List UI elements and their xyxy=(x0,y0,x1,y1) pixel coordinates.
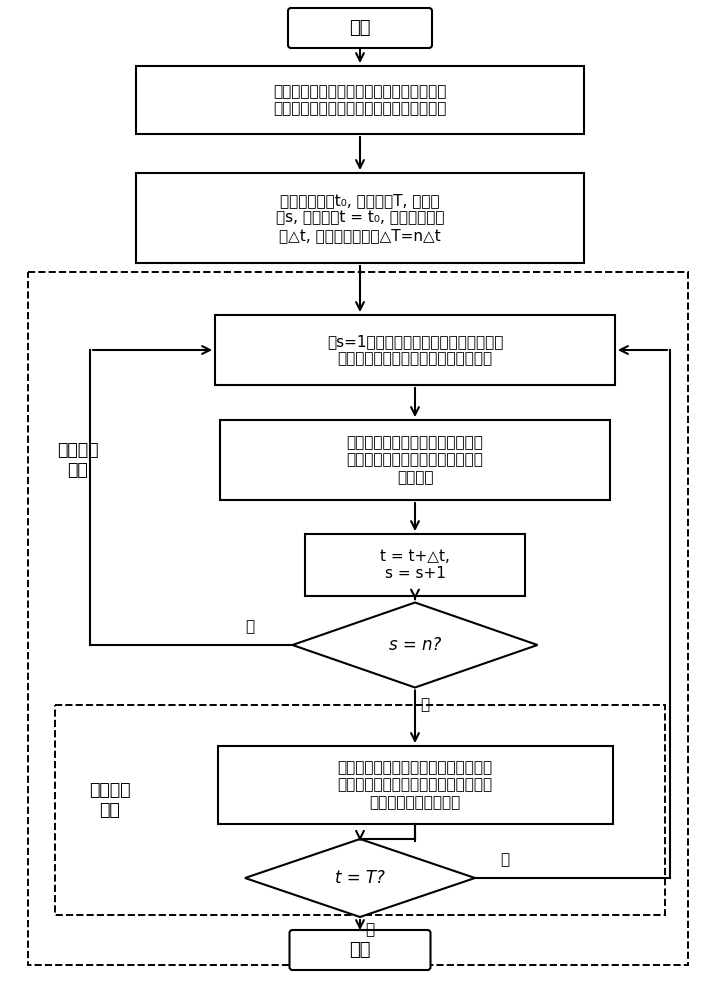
Text: s = n?: s = n? xyxy=(389,636,441,654)
Bar xyxy=(55,705,665,915)
Bar xyxy=(136,66,584,134)
Polygon shape xyxy=(245,839,475,917)
Text: 否: 否 xyxy=(420,698,430,712)
Text: t = T?: t = T? xyxy=(335,869,385,887)
Text: 滚动优化
阶段: 滚动优化 阶段 xyxy=(58,441,99,479)
Polygon shape xyxy=(292,602,538,688)
Text: t = t+△t,
s = s+1: t = t+△t, s = s+1 xyxy=(380,549,450,581)
Text: 令s=1，更新预测域信息，根据分布式电
源出力对电压灵敏度分析进行网络分区: 令s=1，更新预测域信息，根据分布式电 源出力对电压灵敏度分析进行网络分区 xyxy=(327,334,503,366)
Bar xyxy=(28,272,688,965)
Text: 实时运行
阶段: 实时运行 阶段 xyxy=(89,781,131,819)
Text: 输入线路参数、网络拓扑结构，负荷与分布
式电源接入位置、类型和容量等参数及初值: 输入线路参数、网络拓扑结构，负荷与分布 式电源接入位置、类型和容量等参数及初值 xyxy=(274,84,446,116)
Text: 更新控制域信息，在控制域内基于
区间协调整定分布式电源就地控制
曲线参数: 更新控制域信息，在控制域内基于 区间协调整定分布式电源就地控制 曲线参数 xyxy=(346,435,483,485)
Text: 结束: 结束 xyxy=(349,941,371,959)
Text: 设置起始时刻t₀, 优化时间T, 时移步
数s, 当前时刻t = t₀, 控制域时间间
隔△t, 预测域时间间隔△T=n△t: 设置起始时刻t₀, 优化时间T, 时移步 数s, 当前时刻t = t₀, 控制域… xyxy=(276,193,444,243)
Bar xyxy=(220,420,610,500)
Bar xyxy=(305,534,525,596)
Text: 是: 是 xyxy=(246,619,255,635)
FancyBboxPatch shape xyxy=(289,930,431,970)
Bar xyxy=(217,746,613,824)
Text: 开始: 开始 xyxy=(349,19,371,37)
Bar xyxy=(136,173,584,263)
Text: 是: 是 xyxy=(366,922,374,938)
Text: 否: 否 xyxy=(500,852,510,867)
Bar xyxy=(215,315,615,385)
Text: 下发就地曲线至相应分布式电源，分布
式电源采集本地电压测量值，根据就地
控制曲线调节无功出力: 下发就地曲线至相应分布式电源，分布 式电源采集本地电压测量值，根据就地 控制曲线… xyxy=(338,760,492,810)
FancyBboxPatch shape xyxy=(288,8,432,48)
